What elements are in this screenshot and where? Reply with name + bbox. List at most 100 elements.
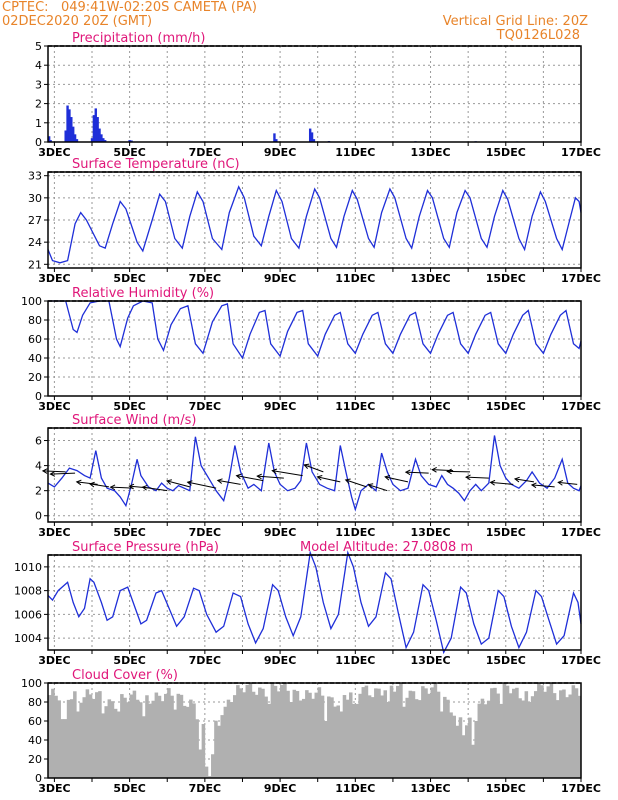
location-label: 049:41W-02:20S CAMETA (PA) <box>60 0 257 15</box>
cloud-bar <box>417 700 422 778</box>
cloud-bar <box>123 697 127 778</box>
x-tick-label: 9DEC <box>264 146 296 159</box>
cloud-bar <box>512 688 516 778</box>
cloud-bar <box>540 685 544 778</box>
wind-arrow-head <box>235 473 242 480</box>
x-tick-label: 15DEC <box>486 146 526 159</box>
x-tick-label: 17DEC <box>561 272 601 285</box>
cloud-bar <box>189 699 193 778</box>
y-tick-label: 40 <box>28 734 42 747</box>
cloud-bar <box>170 695 174 778</box>
wind-arrow <box>345 479 367 488</box>
x-tick-label: 9DEC <box>264 654 296 667</box>
wind-arrow <box>217 479 241 485</box>
cloud-bar <box>82 697 87 778</box>
y-tick-label: 2 <box>35 485 42 498</box>
cloud-bar <box>76 711 80 778</box>
y-tick-label: 2 <box>35 98 42 111</box>
cloud-bar <box>477 703 482 778</box>
cloud-bar <box>126 702 130 778</box>
x-tick-label: 9DEC <box>264 400 296 413</box>
cloud-bar <box>167 688 171 778</box>
cloud-bar <box>176 693 181 778</box>
wind-arrow-head <box>49 471 56 477</box>
cloud-bar <box>204 766 209 778</box>
cloud-bar <box>559 690 563 778</box>
cloud-bar <box>399 683 403 778</box>
y-tick-label: 33 <box>28 170 42 183</box>
wind-arrow-head <box>216 478 223 484</box>
cloud-bar <box>142 716 146 778</box>
cloud-bar <box>261 688 265 778</box>
cloud-bar <box>182 705 187 778</box>
cloud-bar <box>220 715 224 778</box>
wind-series-line <box>47 435 582 512</box>
cloud-bar <box>198 749 203 778</box>
cloud-bar <box>449 712 453 778</box>
wind-arrow-head <box>431 466 437 473</box>
wind-arrow <box>385 476 409 483</box>
rh-panel: 0 20 40 60 80 100 3DEC 5DEC 7DEC 9DEC 11DEC 13DEC 15… <box>21 286 601 413</box>
precip-frame <box>47 45 582 143</box>
precip-bar <box>128 140 131 142</box>
cloud-bar <box>283 683 287 778</box>
cloud-bar <box>157 695 162 778</box>
cloud-bar <box>502 683 507 778</box>
cloud-bar <box>396 685 400 778</box>
cloud-bar <box>57 700 61 778</box>
wind-arrow <box>490 481 514 485</box>
cloud-bar <box>195 719 199 778</box>
x-tick-label: 7DEC <box>189 654 221 667</box>
x-tick-label: 3DEC <box>38 782 70 795</box>
x-tick-label: 5DEC <box>113 526 145 539</box>
cloud-bar <box>471 744 475 778</box>
x-tick-label: 9DEC <box>264 272 296 285</box>
cloud-bar <box>232 695 237 778</box>
x-tick-label: 5DEC <box>113 654 145 667</box>
wind-arrow <box>514 478 535 483</box>
cloud-bar <box>223 706 228 778</box>
x-tick-label: 15DEC <box>486 782 526 795</box>
x-tick-label: 17DEC <box>561 526 601 539</box>
y-tick-label: 80 <box>28 696 42 709</box>
wind-arrow <box>405 471 429 474</box>
cloud-bar <box>286 690 290 778</box>
precip-bar <box>98 128 101 142</box>
cloud-bar <box>120 694 124 778</box>
cloud-bar <box>164 693 168 778</box>
cloud-bar <box>515 687 519 778</box>
cloud-bar <box>226 699 231 778</box>
cloud-bar <box>229 702 234 778</box>
cloud-bar <box>270 683 275 778</box>
cloud-bar <box>333 706 337 778</box>
run-label: 02DEC2020 20Z (GMT) <box>2 14 153 29</box>
wind-arrow <box>304 464 324 473</box>
wind-arrow-head <box>513 476 520 483</box>
cloud-bar <box>342 695 347 778</box>
cloud-bar <box>201 724 206 778</box>
wind-arrow <box>466 476 489 479</box>
y-tick-label: 1008 <box>14 585 42 598</box>
source-label: CPTEC: <box>2 0 49 15</box>
temp-series-line <box>47 185 582 264</box>
cloud-bar <box>414 699 419 778</box>
x-tick-label: 3DEC <box>38 146 70 159</box>
cloud-bar <box>320 695 325 778</box>
pres-title: Surface Pressure (hPa) <box>72 540 219 555</box>
x-tick-label: 13DEC <box>411 526 451 539</box>
wind-arrow-head <box>530 482 537 489</box>
cloud-bar <box>493 687 497 778</box>
cloud-bar <box>276 691 281 778</box>
wind-arrow-head <box>404 469 411 476</box>
precip-bar <box>102 138 105 142</box>
cloud-bar <box>101 713 105 778</box>
cloud-bar <box>317 687 322 778</box>
x-tick-label: 11DEC <box>335 782 375 795</box>
y-tick-label: 20 <box>28 753 42 766</box>
cloud-bar <box>264 696 268 778</box>
pres-series-line <box>47 550 582 655</box>
cloud-bar <box>132 690 137 778</box>
cloud-bar <box>280 684 284 778</box>
cloud-bar <box>524 691 529 778</box>
